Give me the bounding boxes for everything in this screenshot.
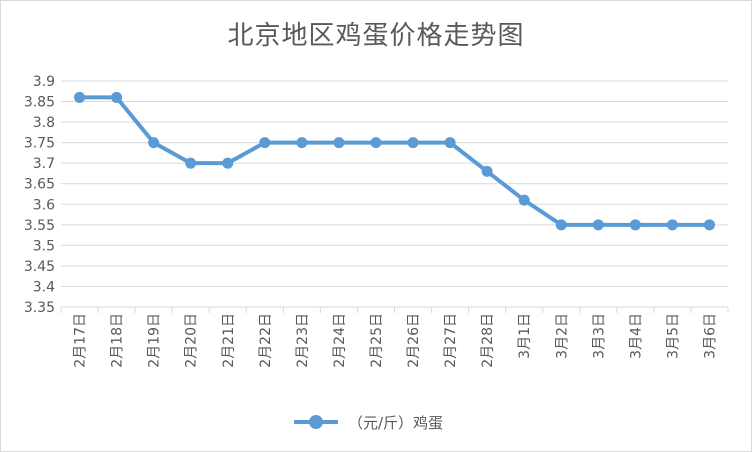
data-point-11 — [481, 165, 493, 177]
x-tick-label-8: 2月25日 — [369, 313, 385, 368]
x-tick-label-6: 2月23日 — [295, 313, 311, 368]
x-tick-label-10: 2月27日 — [443, 313, 459, 368]
y-tick-label-6: 3.6 — [33, 197, 55, 213]
y-tick-label-8: 3.5 — [33, 238, 55, 254]
data-point-9 — [407, 137, 419, 149]
x-tick-label-1: 2月18日 — [110, 313, 126, 368]
legend: （元/斤）鸡蛋 — [294, 411, 443, 433]
data-point-16 — [666, 219, 678, 231]
y-tick-label-1: 3.85 — [24, 95, 55, 111]
y-tick-label-7: 3.55 — [24, 218, 55, 234]
x-tick-label-11: 2月28日 — [480, 313, 496, 368]
x-tick-label-5: 2月22日 — [258, 313, 274, 368]
data-point-15 — [629, 219, 641, 231]
data-point-8 — [370, 137, 382, 149]
y-tick-label-4: 3.7 — [33, 156, 55, 172]
x-tick-label-14: 3月3日 — [591, 313, 607, 359]
y-tick-label-10: 3.4 — [33, 279, 55, 295]
x-tick-label-12: 3月1日 — [517, 313, 533, 359]
x-tick-label-2: 2月19日 — [147, 313, 163, 368]
x-tick-label-0: 2月17日 — [73, 313, 89, 368]
x-tick-label-17: 3月6日 — [702, 313, 718, 359]
x-tick-label-16: 3月5日 — [665, 313, 681, 359]
y-tick-label-3: 3.75 — [24, 136, 55, 152]
data-point-12 — [518, 194, 530, 206]
y-tick-label-0: 3.9 — [33, 74, 55, 90]
x-tick-label-13: 3月2日 — [554, 313, 570, 359]
data-point-5 — [259, 137, 271, 149]
data-point-7 — [333, 137, 345, 149]
data-point-6 — [296, 137, 308, 149]
chart-title: 北京地区鸡蛋价格走势图 — [227, 21, 525, 51]
data-point-4 — [222, 157, 234, 169]
legend-label: （元/斤）鸡蛋 — [348, 413, 444, 432]
data-point-0 — [74, 91, 86, 103]
data-point-1 — [111, 91, 123, 103]
x-tick-label-4: 2月21日 — [221, 313, 237, 368]
data-point-14 — [592, 219, 604, 231]
data-point-10 — [444, 137, 456, 149]
x-tick-label-9: 2月26日 — [406, 313, 422, 368]
series-line-0 — [77, 95, 712, 227]
x-tick-label-7: 2月24日 — [332, 313, 348, 368]
legend-swatch — [294, 415, 338, 429]
data-point-17 — [703, 219, 715, 231]
x-tick-label-15: 3月4日 — [628, 313, 644, 359]
y-tick-label-2: 3.8 — [33, 115, 55, 131]
data-point-13 — [555, 219, 567, 231]
y-tick-label-9: 3.45 — [24, 259, 55, 275]
data-point-2 — [148, 137, 160, 149]
data-point-3 — [185, 157, 197, 169]
y-tick-label-5: 3.65 — [24, 177, 55, 193]
x-tick-label-3: 2月20日 — [184, 313, 200, 368]
y-tick-label-11: 3.35 — [24, 300, 55, 316]
